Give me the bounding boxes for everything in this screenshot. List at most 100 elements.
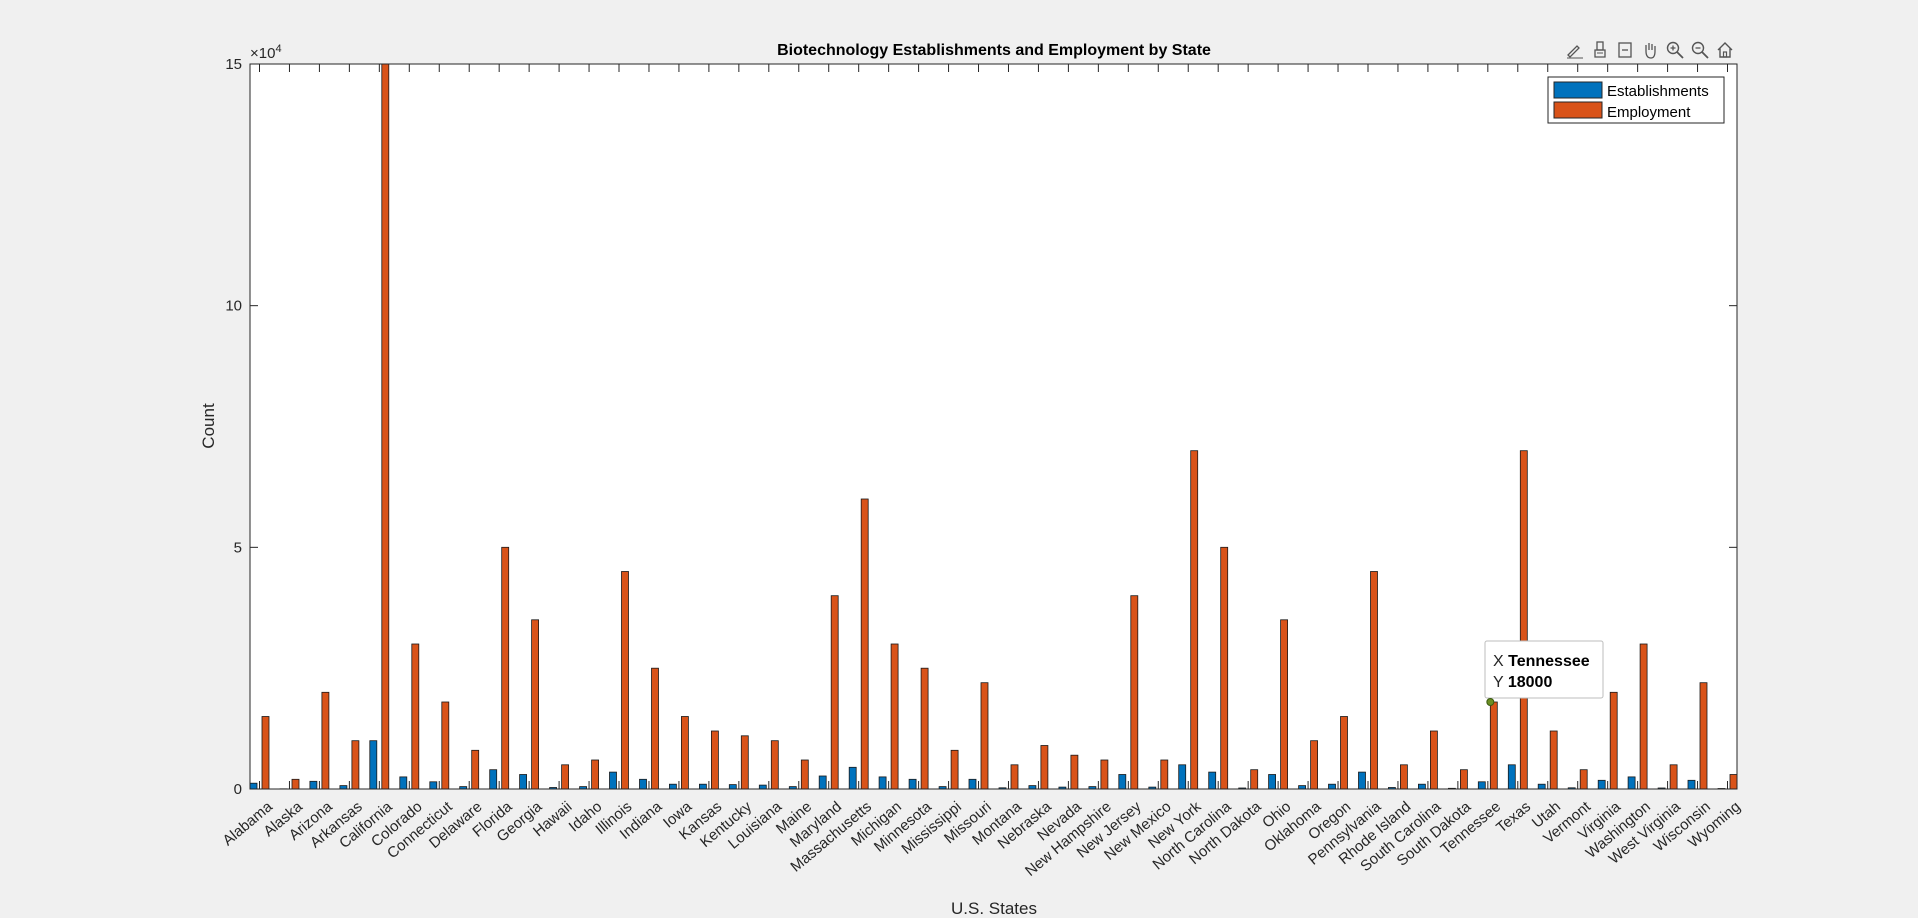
bar-establishments-maryland[interactable] bbox=[818, 775, 827, 790]
bar-establishments-oregon[interactable] bbox=[1328, 783, 1336, 790]
bar-establishments-south-carolina[interactable] bbox=[1418, 783, 1426, 790]
bar-employment-connecticut[interactable] bbox=[441, 701, 450, 790]
bar-employment-missouri[interactable] bbox=[980, 682, 989, 790]
bar-employment-ohio[interactable] bbox=[1280, 619, 1288, 790]
bar-employment-north-dakota[interactable] bbox=[1250, 769, 1259, 790]
bar-employment-mississippi[interactable] bbox=[950, 749, 959, 790]
bar-establishments-kansas[interactable] bbox=[699, 783, 707, 790]
bar-employment-alabama[interactable] bbox=[261, 716, 270, 790]
bar-employment-kansas[interactable] bbox=[711, 730, 719, 790]
bar-establishments-wisconsin[interactable] bbox=[1687, 779, 1696, 790]
bar-employment-indiana[interactable] bbox=[651, 667, 659, 790]
bar-employment-kentucky[interactable] bbox=[740, 735, 749, 790]
bar-employment-vermont[interactable] bbox=[1579, 769, 1588, 790]
bar-employment-oregon[interactable] bbox=[1340, 716, 1348, 790]
bar-employment-new-york[interactable] bbox=[1190, 450, 1199, 790]
bar-establishments-massachusetts[interactable] bbox=[848, 766, 857, 790]
bar-employment-tennessee[interactable] bbox=[1489, 701, 1498, 790]
pan-icon[interactable] bbox=[1638, 38, 1661, 62]
bar-employment-hawaii[interactable] bbox=[561, 764, 569, 790]
ticks-layer bbox=[250, 63, 1737, 790]
bar-employment-minnesota[interactable] bbox=[920, 667, 929, 790]
bar-employment-wyoming[interactable] bbox=[1729, 774, 1738, 790]
bar-employment-new-jersey[interactable] bbox=[1130, 595, 1139, 790]
bar-employment-nevada[interactable] bbox=[1070, 754, 1079, 790]
data-tips-icon[interactable] bbox=[1588, 38, 1611, 62]
bar-employment-north-carolina[interactable] bbox=[1220, 546, 1229, 790]
bar-employment-nebraska[interactable] bbox=[1040, 745, 1049, 790]
bar-establishments-arkansas[interactable] bbox=[339, 785, 348, 790]
bar-establishments-alabama[interactable] bbox=[249, 782, 258, 790]
bar-employment-oklahoma[interactable] bbox=[1310, 740, 1318, 790]
export-icon[interactable] bbox=[1613, 38, 1636, 62]
bar-establishments-louisiana[interactable] bbox=[758, 784, 767, 790]
bar-employment-montana[interactable] bbox=[1010, 764, 1019, 790]
bar-employment-idaho[interactable] bbox=[591, 759, 599, 790]
bar-employment-south-dakota[interactable] bbox=[1460, 769, 1468, 790]
bar-employment-west-virginia[interactable] bbox=[1669, 764, 1678, 790]
bar-employment-louisiana[interactable] bbox=[770, 740, 779, 790]
bar-employment-texas[interactable] bbox=[1519, 450, 1528, 790]
bar-employment-virginia[interactable] bbox=[1609, 691, 1618, 790]
bar-establishments-new-york[interactable] bbox=[1178, 764, 1187, 790]
bar-employment-new-hampshire[interactable] bbox=[1100, 759, 1109, 790]
bar-establishments-nebraska[interactable] bbox=[1028, 785, 1037, 790]
ytick-label: 0 bbox=[234, 781, 242, 798]
legend[interactable]: Establishments Employment bbox=[1547, 76, 1725, 124]
bar-employment-maryland[interactable] bbox=[830, 595, 839, 790]
edit-brush-icon[interactable] bbox=[1563, 38, 1586, 62]
datatip-marker bbox=[1486, 698, 1495, 706]
home-icon[interactable] bbox=[1713, 38, 1736, 62]
datatip[interactable]: X Tennessee Y 18000 bbox=[1484, 640, 1604, 706]
bar-establishments-ohio[interactable] bbox=[1268, 774, 1276, 790]
bar-establishments-tennessee[interactable] bbox=[1477, 781, 1486, 790]
bar-employment-wisconsin[interactable] bbox=[1699, 682, 1708, 790]
bar-establishments-colorado[interactable] bbox=[399, 776, 408, 790]
bar-employment-illinois[interactable] bbox=[621, 571, 629, 790]
bar-employment-maine[interactable] bbox=[800, 759, 809, 790]
axes-toolbar bbox=[1563, 38, 1736, 62]
bar-employment-south-carolina[interactable] bbox=[1430, 730, 1438, 790]
zoom-in-icon[interactable] bbox=[1663, 38, 1686, 62]
bar-employment-colorado[interactable] bbox=[411, 643, 420, 790]
bar-employment-alaska[interactable] bbox=[291, 778, 300, 790]
bar-establishments-florida[interactable] bbox=[489, 769, 498, 790]
bar-establishments-pennsylvania[interactable] bbox=[1358, 771, 1366, 790]
bar-employment-rhode-island[interactable] bbox=[1400, 764, 1408, 790]
bar-establishments-kentucky[interactable] bbox=[728, 784, 737, 790]
bar-employment-utah[interactable] bbox=[1549, 730, 1558, 790]
bar-establishments-washington[interactable] bbox=[1627, 776, 1636, 790]
bar-employment-washington[interactable] bbox=[1639, 643, 1648, 790]
bar-establishments-minnesota[interactable] bbox=[908, 778, 917, 790]
bar-employment-pennsylvania[interactable] bbox=[1370, 571, 1378, 790]
bar-employment-delaware[interactable] bbox=[471, 749, 480, 790]
bar-establishments-indiana[interactable] bbox=[639, 778, 647, 790]
bar-establishments-arizona[interactable] bbox=[309, 780, 318, 790]
bar-employment-new-mexico[interactable] bbox=[1160, 759, 1169, 790]
bar-employment-arizona[interactable] bbox=[321, 691, 330, 790]
bar-employment-california[interactable] bbox=[381, 63, 390, 790]
bar-employment-florida[interactable] bbox=[501, 546, 510, 790]
bar-employment-arkansas[interactable] bbox=[351, 740, 360, 790]
bar-establishments-new-jersey[interactable] bbox=[1118, 774, 1127, 790]
bar-establishments-iowa[interactable] bbox=[669, 783, 677, 790]
bar-employment-georgia[interactable] bbox=[531, 619, 539, 790]
bar-establishments-michigan[interactable] bbox=[878, 776, 887, 790]
bar-establishments-north-carolina[interactable] bbox=[1208, 771, 1217, 790]
zoom-out-icon[interactable] bbox=[1688, 38, 1711, 62]
bar-establishments-missouri[interactable] bbox=[968, 778, 977, 790]
bar-establishments-georgia[interactable] bbox=[519, 774, 527, 790]
bar-establishments-oklahoma[interactable] bbox=[1298, 785, 1306, 790]
bar-establishments-illinois[interactable] bbox=[609, 771, 617, 790]
ytick-label: 5 bbox=[234, 539, 242, 556]
bar-establishments-california[interactable] bbox=[369, 740, 378, 790]
bar-establishments-utah[interactable] bbox=[1537, 783, 1546, 790]
bar-establishments-connecticut[interactable] bbox=[429, 781, 438, 790]
ytick-labels: 0 5 10 15 bbox=[225, 56, 242, 798]
bar-employment-michigan[interactable] bbox=[890, 643, 899, 790]
bar-establishments-texas[interactable] bbox=[1507, 764, 1516, 790]
bar-employment-iowa[interactable] bbox=[681, 716, 689, 790]
bar-employment-massachusetts[interactable] bbox=[860, 498, 869, 790]
bar-establishments-virginia[interactable] bbox=[1597, 779, 1606, 790]
